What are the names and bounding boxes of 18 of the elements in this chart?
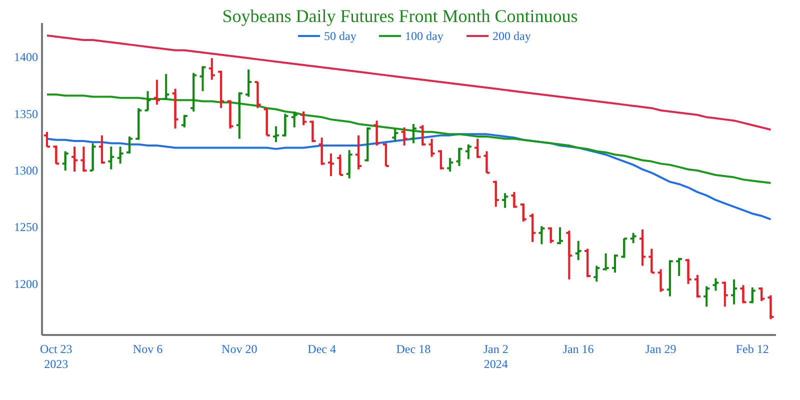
x-tick-label: Nov 20 <box>222 342 258 356</box>
x-tick-label: Dec 18 <box>396 342 431 356</box>
legend-label: 100 day <box>405 29 444 43</box>
x-tick-label: Jan 2 2024 <box>483 342 508 371</box>
legend-label: 200 day <box>492 29 531 43</box>
x-tick-label: Oct 23 2023 <box>40 342 72 371</box>
x-tick-label: Jan 29 <box>645 342 676 356</box>
x-tick-label: Dec 4 <box>308 342 336 356</box>
x-tick-label: Jan 16 <box>562 342 594 356</box>
x-tick-label: Feb 12 <box>736 342 769 356</box>
y-tick-label: 1200 <box>14 276 38 291</box>
y-tick-label: 1350 <box>14 106 38 121</box>
y-tick-label: 1400 <box>14 50 38 64</box>
x-tick-label: Nov 6 <box>132 342 163 356</box>
chart-title: Soybeans Daily Futures Front Month Continuous <box>222 6 578 26</box>
y-tick-label: 1300 <box>14 163 38 178</box>
legend-label: 50 day <box>324 29 356 43</box>
y-tick-label: 1250 <box>14 220 38 234</box>
